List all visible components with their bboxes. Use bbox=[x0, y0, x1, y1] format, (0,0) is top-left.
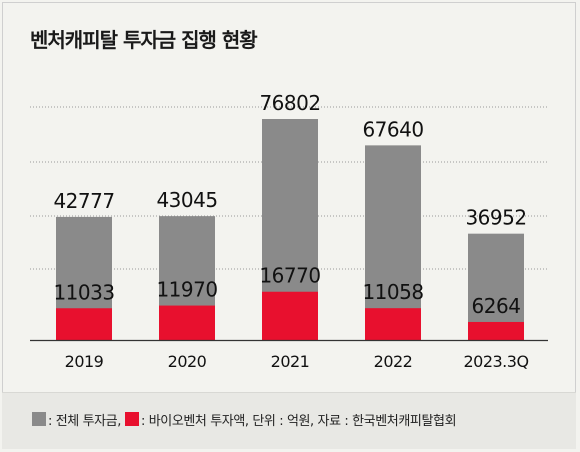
data-label-bio: 11058 bbox=[362, 280, 423, 304]
legend-bar bbox=[2, 392, 576, 449]
x-tick-label: 2022 bbox=[374, 352, 413, 371]
data-label-bio: 11970 bbox=[156, 278, 217, 302]
data-label-bio: 11033 bbox=[53, 280, 114, 304]
bar-bio bbox=[159, 305, 215, 340]
x-tick-label: 2020 bbox=[168, 352, 207, 371]
bar-bio bbox=[262, 291, 318, 340]
legend-label-total: : 전체 투자금, bbox=[48, 413, 121, 429]
bar-total bbox=[365, 145, 421, 340]
bar-bio bbox=[468, 321, 524, 340]
data-label-bio: 16770 bbox=[259, 264, 320, 288]
legend: : 전체 투자금, : 바이오벤처 투자액, 단위 : 억원, 자료 : 한국벤… bbox=[32, 408, 458, 430]
x-tick-label: 2023.3Q bbox=[463, 352, 528, 371]
x-tick-label: 2021 bbox=[271, 352, 310, 371]
bars bbox=[56, 119, 524, 340]
x-tick-label: 2019 bbox=[65, 352, 104, 371]
data-label-total: 67640 bbox=[362, 117, 423, 141]
chart-title: 벤처캐피탈 투자금 집행 현황 bbox=[30, 28, 258, 52]
data-label-total: 42777 bbox=[53, 189, 114, 213]
data-label-total: 76802 bbox=[259, 91, 320, 115]
data-label-bio: 6264 bbox=[472, 294, 521, 318]
data-label-total: 36952 bbox=[465, 206, 526, 230]
bar-bio bbox=[365, 308, 421, 340]
legend-swatch-total bbox=[32, 412, 46, 426]
bar-bio bbox=[56, 308, 112, 340]
labels: 42777 11033 2019 43045 11970 2020 76802 16770 20… bbox=[53, 91, 529, 371]
legend-label-bio: : 바이오벤처 투자액, 단위 : 억원, 자료 : 한국벤처캐피탈협회 bbox=[140, 413, 457, 429]
legend-swatch-bio bbox=[124, 412, 139, 426]
data-label-total: 43045 bbox=[156, 188, 217, 212]
